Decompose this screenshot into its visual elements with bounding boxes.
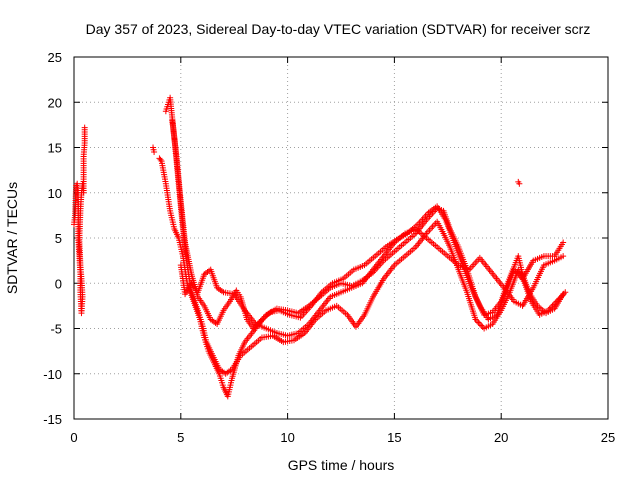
data-point-isolated-1	[151, 149, 158, 156]
y-tick-label: 0	[55, 276, 62, 291]
x-tick-label: 15	[387, 430, 401, 445]
y-tick-label: 10	[48, 186, 62, 201]
data-point-track-a	[157, 156, 164, 163]
y-tick-label: 20	[48, 95, 62, 110]
x-tick-label: 10	[280, 430, 294, 445]
data-points	[71, 94, 569, 400]
data-point-track-d	[560, 253, 567, 260]
y-tick-label: -10	[43, 367, 62, 382]
axis-ticks: 0 5 10 15 20 25 -15 -10 -5 0 5 10 15 20 25	[43, 50, 615, 445]
x-tick-label: 5	[177, 430, 184, 445]
y-tick-label: 5	[55, 231, 62, 246]
data-point-track-b	[562, 289, 569, 296]
x-tick-label: 20	[494, 430, 508, 445]
data-point-track-c	[560, 239, 567, 246]
data-point-isolated-2	[516, 180, 523, 187]
data-point-early-pass	[81, 124, 88, 131]
x-tick-label: 25	[601, 430, 615, 445]
grid-lines	[74, 57, 608, 419]
chart-title: Day 357 of 2023, Sidereal Day-to-day VTE…	[86, 21, 591, 37]
y-tick-label: -15	[43, 412, 62, 427]
y-tick-label: -5	[50, 322, 62, 337]
x-tick-label: 0	[70, 430, 77, 445]
y-tick-label: 15	[48, 141, 62, 156]
y-tick-label: 25	[48, 50, 62, 65]
y-axis-label: SDTVAR / TECUs	[4, 182, 20, 294]
x-axis-label: GPS time / hours	[288, 457, 395, 473]
